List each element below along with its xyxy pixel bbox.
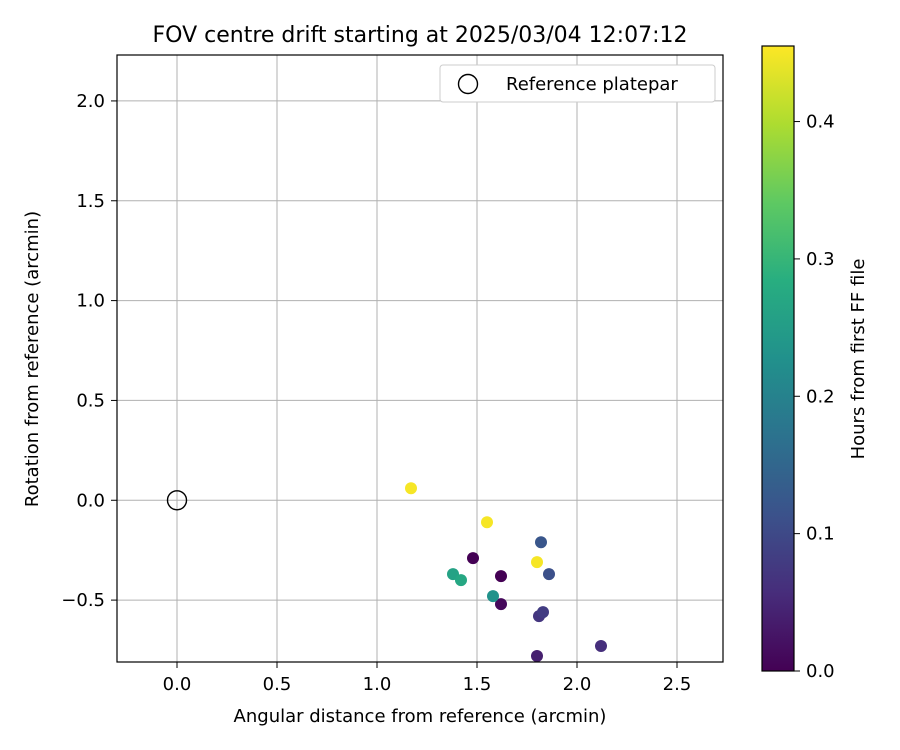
data-point [531, 556, 543, 569]
colorbar-tick-label: 0.4 [806, 112, 835, 133]
data-point [495, 570, 507, 583]
y-axis-label: Rotation from reference (arcmin) [22, 211, 43, 507]
legend-reference-marker [457, 73, 479, 95]
x-tick-label: 0.0 [163, 674, 192, 695]
data-point [495, 598, 507, 611]
data-point [535, 536, 547, 549]
y-tick-label: 0.0 [76, 490, 105, 511]
reference-platepar-marker [166, 490, 188, 511]
legend-reference-label: Reference platepar [506, 74, 678, 95]
data-point [467, 552, 479, 565]
y-tick-label: 0.5 [76, 390, 105, 411]
colorbar-gradient [761, 45, 795, 672]
colorbar: 0.0 0.1 0.2 0.3 0.4 Hours from first FF file [761, 45, 869, 682]
data-point [543, 568, 555, 581]
colorbar-label: Hours from first FF file [848, 259, 869, 460]
colorbar-ticks: 0.0 0.1 0.2 0.3 0.4 [794, 112, 835, 682]
y-tick-label: 1.0 [76, 291, 105, 312]
plot-frame [116, 54, 724, 663]
legend: Reference platepar [439, 64, 716, 103]
data-point [531, 650, 543, 663]
legend-box [439, 64, 716, 103]
y-tick-label: 2.0 [76, 91, 105, 112]
data-point [455, 574, 467, 587]
colorbar-tick-label: 0.3 [806, 249, 835, 270]
x-tick-label: 1.0 [363, 674, 392, 695]
data-point [487, 590, 499, 603]
x-tick-label: 1.5 [463, 674, 492, 695]
grid-lines [117, 55, 723, 662]
chart-title: FOV centre drift starting at 2025/03/04 … [153, 23, 688, 48]
data-points [166, 482, 607, 663]
data-point [481, 516, 493, 529]
x-axis-label: Angular distance from reference (arcmin) [234, 706, 607, 727]
colorbar-tick-label: 0.0 [806, 661, 835, 682]
colorbar-tick-label: 0.1 [806, 524, 835, 545]
x-tick-label: 2.5 [663, 674, 692, 695]
data-point [537, 606, 549, 619]
x-tick-label: 0.5 [263, 674, 292, 695]
colorbar-tick-label: 0.2 [806, 386, 835, 407]
data-point [595, 640, 607, 653]
y-tick-label: 1.5 [76, 191, 105, 212]
x-tick-label: 2.0 [563, 674, 592, 695]
y-tick-label: −0.5 [61, 590, 105, 611]
data-point [405, 482, 417, 495]
axis-ticks: 0.0 0.5 1.0 1.5 2.0 2.5 −0.5 0.0 0.5 1.0 1.5 2.0 [61, 91, 691, 695]
